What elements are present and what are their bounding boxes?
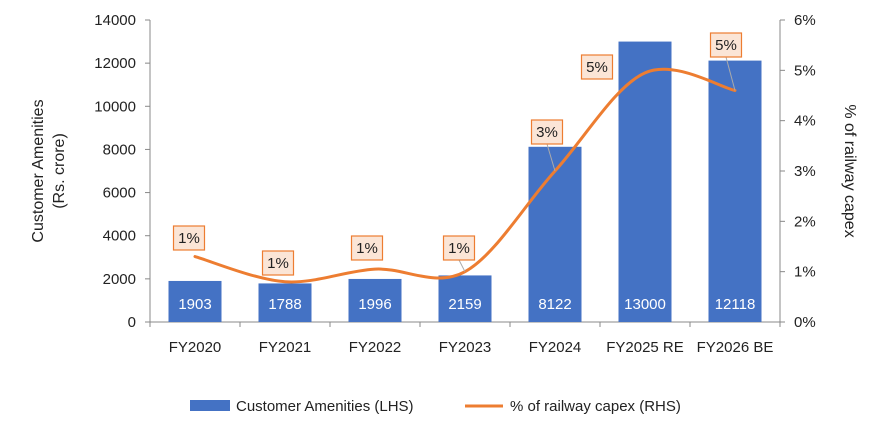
callout-leader [725,56,736,91]
x-tick-label: FY2024 [529,339,582,356]
callout-box [350,235,384,261]
bar [618,41,672,322]
line-value-label: 1% [448,240,470,257]
callout-box [261,250,295,276]
left-axis-title-line: (Rs. crore) [51,133,68,209]
bar-value-label: 1903 [178,296,211,313]
left-tick-label: 14000 [94,12,136,29]
line-value-label: 3% [536,124,558,141]
callout-box [172,225,206,251]
axes: 0 2000 4000 6000 8000 10000 12000 14000 0% 1% 2% 3%… [94,12,815,356]
legend-bar-swatch [190,400,230,411]
callout-leader [458,259,466,272]
bar-value-label: 1788 [268,296,301,313]
right-axis-title: % of railway capex [841,104,858,237]
line-value-label: 5% [715,37,737,54]
x-tick-label: FY2021 [259,339,312,356]
bar-value-label: 13000 [624,296,666,313]
left-axis-title: Customer Amenities (Rs. crore) [30,99,68,242]
left-tick-label: 8000 [103,141,136,158]
bar-series [168,41,762,323]
bar-value-label: 12118 [715,296,756,313]
right-tick-label: 4% [794,113,816,130]
bar [438,275,492,322]
bar-value-label: 2159 [448,296,481,313]
x-tick-label: FY2025 RE [606,339,684,356]
left-axis-title-line: Customer Amenities [30,99,47,242]
bar [168,280,222,322]
left-tick-label: 0 [128,314,136,331]
bar [708,60,762,323]
callout-box [580,54,614,80]
left-tick-label: 6000 [103,185,136,202]
line-path [193,67,737,284]
left-tick-label: 2000 [103,271,136,288]
callout-box [442,235,476,261]
right-tick-label: 2% [794,213,816,230]
line-value-label: 5% [586,59,608,76]
line-value-label: 1% [267,255,289,272]
callout-box [530,119,564,145]
line-series [193,67,737,284]
bar [528,146,582,322]
bar-value-label: 1996 [358,296,391,313]
left-tick-label: 10000 [94,98,136,115]
right-tick-label: 1% [794,264,816,281]
callout-leader [546,143,556,172]
x-tick-label: FY2023 [439,339,492,356]
legend: Customer Amenities (LHS) % of railway cap… [190,398,681,415]
left-tick-label: 12000 [94,55,136,72]
callout-box [709,32,743,58]
line-value-label: 1% [178,230,200,247]
right-tick-label: 6% [794,12,816,29]
left-tick-label: 4000 [103,228,136,245]
bar [258,283,312,322]
x-tick-label: FY2026 BE [697,339,774,356]
right-tick-label: 5% [794,62,816,79]
legend-bar-label: Customer Amenities (LHS) [236,398,414,415]
right-tick-label: 0% [794,314,816,331]
line-value-label: 1% [356,240,378,257]
axis-titles: Customer Amenities (Rs. crore) % of railwa… [30,99,858,242]
bar [348,278,402,322]
bar-value-label: 8122 [538,296,571,313]
right-tick-label: 3% [794,163,816,180]
x-tick-label: FY2020 [169,339,222,356]
data-labels: 1903 1788 1996 2159 8122 13000 12118 1% 1% 1% 1% 3%… [172,32,756,313]
x-tick-label: FY2022 [349,339,402,356]
legend-line-label: % of railway capex (RHS) [510,398,681,415]
